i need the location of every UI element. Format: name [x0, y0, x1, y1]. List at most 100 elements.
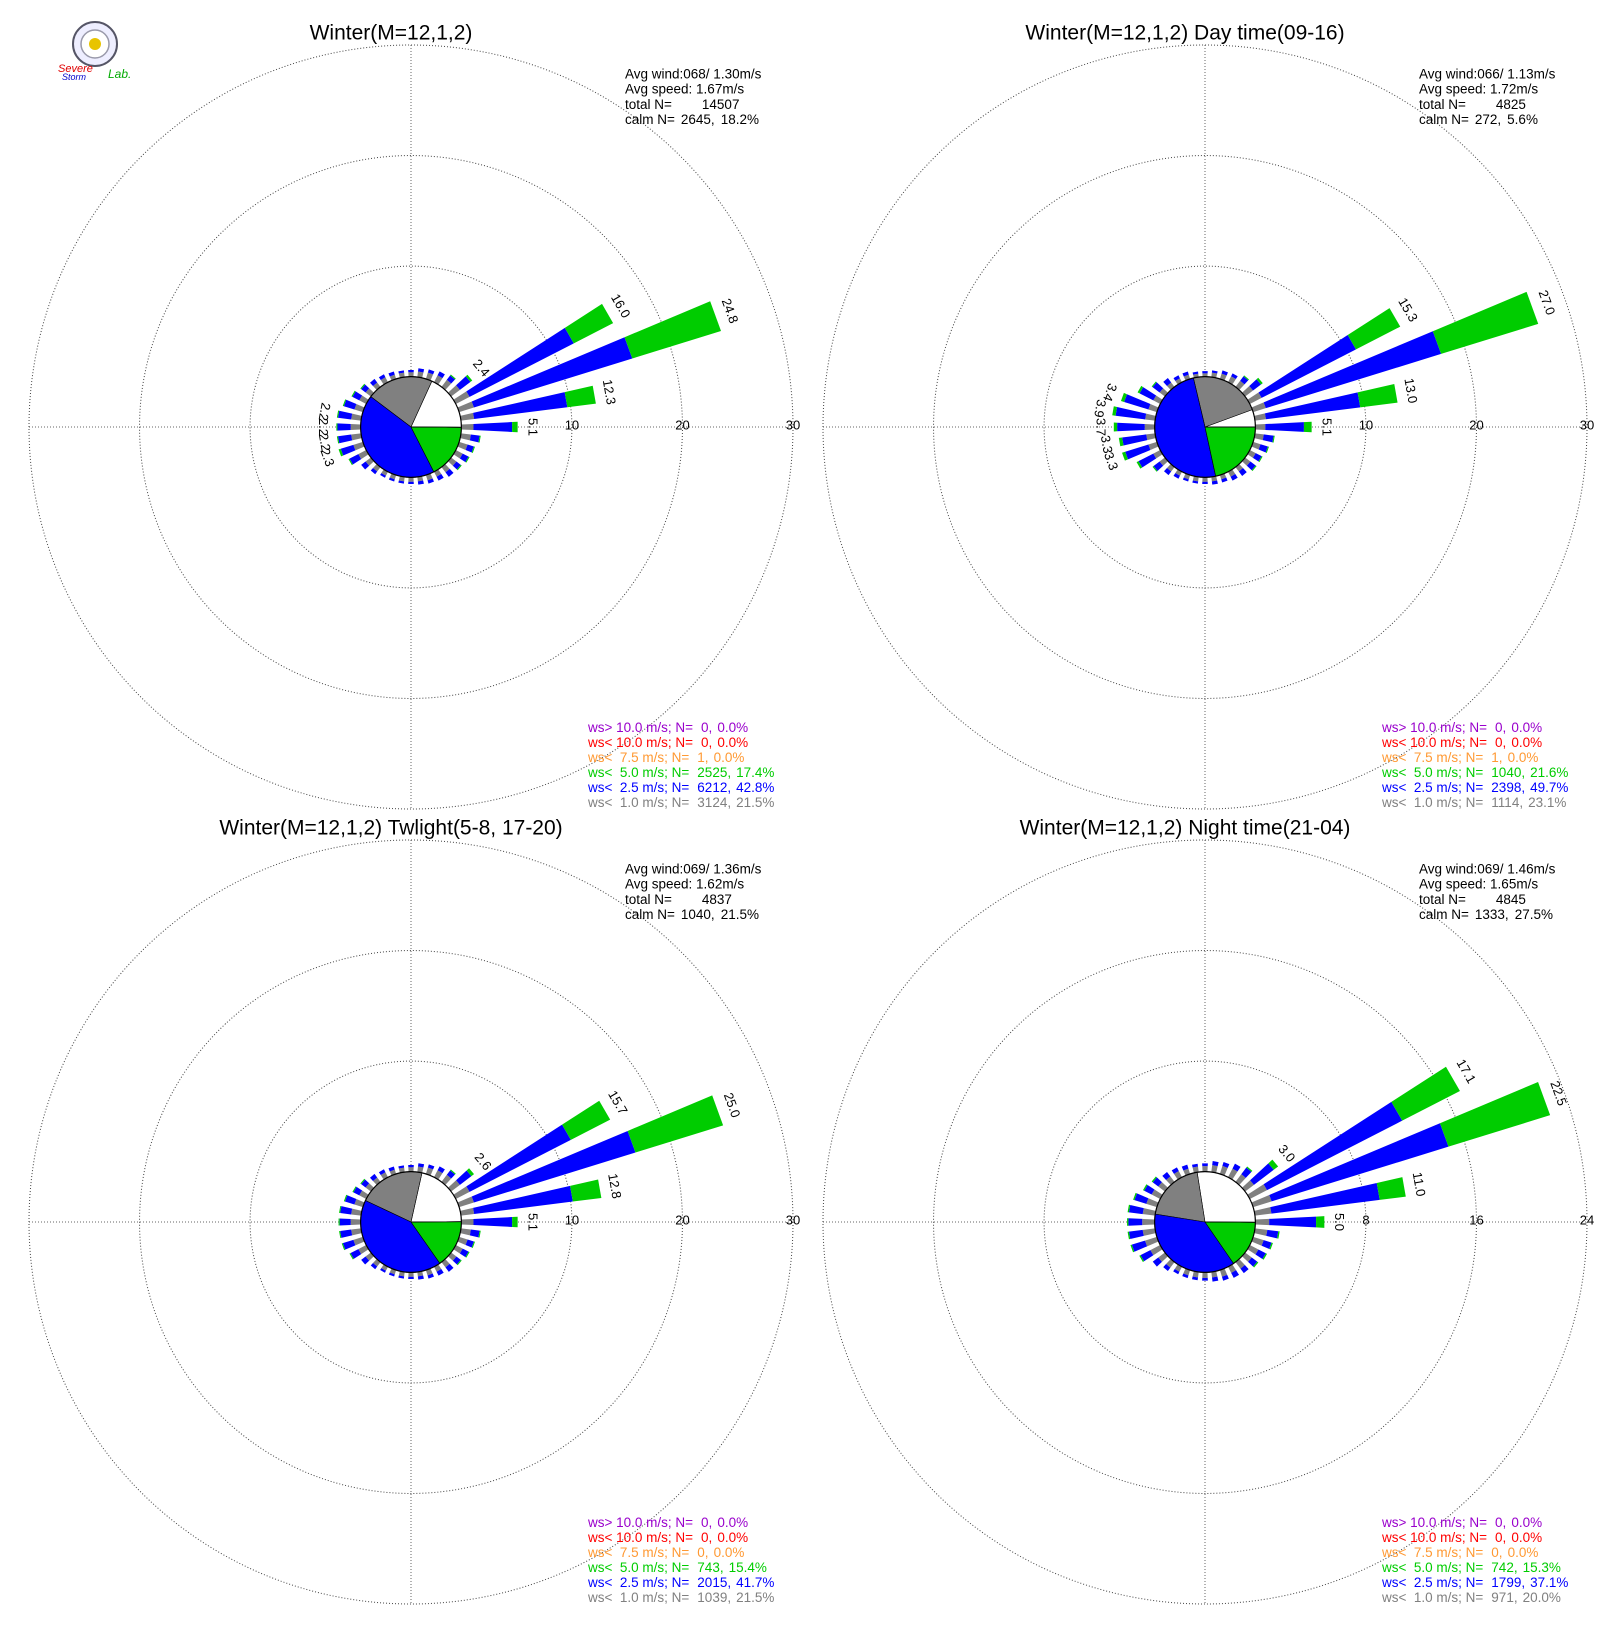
info-text: Avg wind:066/ 1.13m/s	[1419, 67, 1556, 82]
info-value: 1333,	[1475, 907, 1509, 922]
legend-label: ws> 10.0 m/s; N=	[587, 1515, 693, 1530]
bar-segment	[1132, 1241, 1147, 1252]
bar-label: 2.4	[470, 356, 493, 379]
ring-label: 24	[1580, 1212, 1594, 1227]
bar-label: 3.0	[1275, 1142, 1298, 1165]
bar-segment	[1316, 1216, 1324, 1228]
bar-segment	[460, 1208, 474, 1216]
bar-segment	[351, 1219, 361, 1225]
bar-segment	[473, 1217, 512, 1227]
legend-percent: 0.0%	[1508, 1545, 1539, 1560]
bar-segment	[461, 424, 473, 430]
bar-segment	[1202, 1272, 1207, 1278]
legend-entry: ws< 7.5 m/s; N=0,0.0%	[587, 1545, 744, 1560]
bar-segment	[1140, 387, 1157, 400]
legend-count: 1040,	[1491, 765, 1525, 780]
legend-entry: ws> 10.0 m/s; N=0,0.0%	[587, 720, 748, 735]
legend-percent: 23.1%	[1528, 795, 1566, 810]
legend-label: ws< 10.0 m/s; N=	[1381, 735, 1487, 750]
bar-segment	[351, 433, 362, 440]
bar-label: 3.7	[1093, 418, 1108, 436]
bar-label: 17.1	[1453, 1056, 1479, 1085]
bar-segment	[460, 433, 471, 440]
legend-entry: ws< 2.5 m/s; N=2015,41.7%	[587, 1575, 774, 1590]
bar-segment	[340, 1219, 351, 1226]
legend-label: ws< 5.0 m/s; N=	[1381, 1560, 1483, 1575]
bar-segment	[340, 1206, 352, 1214]
ring-label: 8	[1362, 1212, 1369, 1227]
bar-segment	[1270, 1183, 1379, 1214]
legend-count: 3124,	[697, 795, 731, 810]
logo-emblem-core	[89, 38, 101, 50]
legend-label: ws< 10.0 m/s; N=	[1381, 1530, 1487, 1545]
bar-label: 2.6	[472, 1150, 495, 1173]
legend-label: ws> 10.0 m/s; N=	[1381, 1515, 1487, 1530]
info-text: total N=4845	[1419, 892, 1526, 907]
bar-segment	[338, 435, 352, 444]
info-value: 4825	[1496, 97, 1526, 112]
bar-segment	[1129, 1205, 1144, 1214]
legend-count: 0,	[1495, 1530, 1506, 1545]
legend-count: 0,	[701, 1530, 712, 1545]
bar-segment	[460, 413, 474, 421]
bar-segment	[344, 400, 357, 410]
legend-entry: ws< 5.0 m/s; N=1040,21.6%	[1381, 765, 1568, 780]
bar-label: 2.2	[316, 402, 334, 422]
bar-segment	[1348, 308, 1401, 349]
legend-entry: ws< 2.5 m/s; N=2398,49.7%	[1381, 780, 1568, 795]
bar-segment	[470, 435, 480, 443]
legend-entry: ws> 10.0 m/s; N=0,0.0%	[1381, 720, 1542, 735]
legend-percent: 20.0%	[1523, 1590, 1561, 1605]
legend-percent: 0.0%	[717, 720, 748, 735]
legend-entry: ws< 2.5 m/s; N=1799,37.1%	[1381, 1575, 1568, 1590]
legend-percent: 0.0%	[717, 1515, 748, 1530]
bar-segment	[408, 1277, 414, 1279]
bar-segment	[1127, 1218, 1128, 1226]
bar-label: 12.8	[605, 1172, 624, 1200]
legend-label: ws< 5.0 m/s; N=	[587, 1560, 689, 1575]
bar-label: 3.3	[1098, 434, 1116, 454]
info-label: total N=	[1419, 892, 1466, 907]
legend-entry: ws< 7.5 m/s; N=0,0.0%	[1381, 1545, 1538, 1560]
legend-count: 0,	[701, 720, 712, 735]
legend-percent: 0.0%	[1511, 735, 1542, 750]
legend-label: ws< 2.5 m/s; N=	[1381, 780, 1483, 795]
bar-segment	[1202, 482, 1208, 484]
info-text: Avg speed: 1.72m/s	[1419, 82, 1538, 97]
bar-segment	[1134, 1193, 1148, 1203]
legend-entry: ws< 7.5 m/s; N=1,0.0%	[587, 750, 744, 765]
bar-segment	[1433, 292, 1538, 354]
legend-count: 1039,	[697, 1590, 731, 1605]
info-label: total N=	[1419, 97, 1466, 112]
bar-segment	[1377, 1177, 1406, 1200]
legend-entry: ws< 1.0 m/s; N=1114,23.1%	[1381, 795, 1566, 810]
bar-segment	[512, 422, 518, 432]
bar-segment	[1254, 433, 1264, 440]
chart-title: Winter(M=12,1,2)	[310, 22, 473, 45]
bar-segment	[625, 301, 721, 358]
bar-segment	[473, 422, 512, 432]
legend-label: ws< 5.0 m/s; N=	[587, 765, 689, 780]
bar-segment	[1128, 1218, 1142, 1225]
bar-label: 5.0	[1332, 1213, 1347, 1231]
legend-entry: ws< 5.0 m/s; N=742,15.3%	[1381, 1560, 1561, 1575]
legend-percent: 0.0%	[1511, 1530, 1542, 1545]
legend-entry: ws> 10.0 m/s; N=0,0.0%	[1381, 1515, 1542, 1530]
legend-percent: 0.0%	[717, 735, 748, 750]
legend-count: 2525,	[697, 765, 731, 780]
bar-segment	[341, 445, 356, 456]
pie-slice	[1155, 1172, 1205, 1222]
bar-segment	[1391, 1067, 1460, 1121]
info-text: Avg speed: 1.65m/s	[1419, 877, 1538, 892]
legend-entry: ws< 10.0 m/s; N=0,0.0%	[1381, 735, 1542, 750]
legend-percent: 41.7%	[736, 1575, 774, 1590]
legend-percent: 42.8%	[736, 780, 774, 795]
legend-entry: ws< 7.5 m/s; N=1,0.0%	[1381, 750, 1538, 765]
legend-label: ws< 7.5 m/s; N=	[587, 1545, 689, 1560]
legend-entry: ws< 5.0 m/s; N=743,15.4%	[587, 1560, 767, 1575]
legend-count: 0,	[697, 1545, 708, 1560]
bar-segment	[408, 477, 413, 481]
bar-segment	[1202, 1278, 1208, 1281]
